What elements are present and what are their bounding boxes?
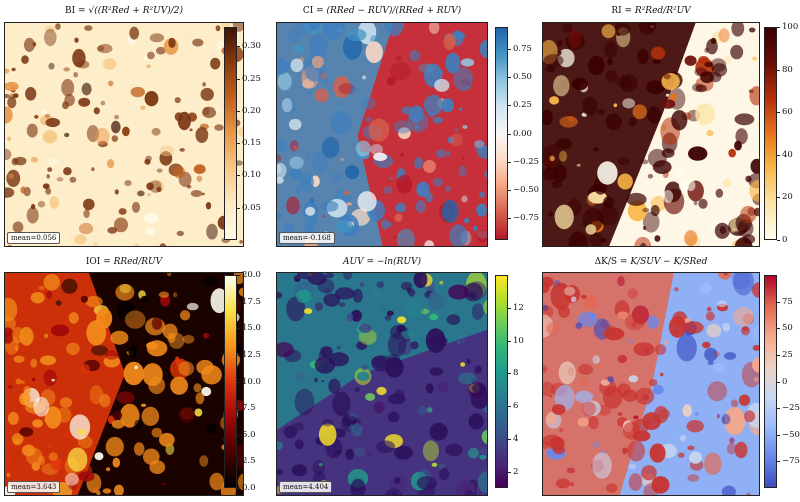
auv-colorbar-tick: 2	[507, 466, 519, 477]
ri-colorbar-tick: 40	[777, 149, 793, 160]
dks-colorbar-tick: −25	[777, 403, 800, 414]
ci-title-formula: (RRed − RUV)/(RRed + RUV)	[326, 6, 462, 16]
auv-colorbar-tick: 4	[507, 433, 519, 444]
ioi-mean-badge: mean=3.643	[7, 481, 61, 493]
ri-title-formula: R²Red/R²UV	[634, 6, 691, 16]
ioi-map: mean=3.643	[4, 272, 244, 496]
dks-title-formula: K/SUV − K/SRed	[630, 257, 708, 267]
ri-colorbar-tick: 0	[776, 235, 788, 245]
auv-colorbar-tick: 12	[508, 302, 524, 313]
ri-map-image	[543, 23, 759, 246]
auv-title: AUV = −ln(RUV)	[276, 254, 488, 270]
bi-colorbar-tick: 0.20	[237, 105, 261, 116]
ioi-title-formula: RRed/RUV	[113, 257, 163, 267]
ci-colorbar	[495, 27, 508, 240]
ioi-colorbar-tick: 20.0	[237, 270, 261, 280]
ci-colorbar-tick: −0.75	[507, 212, 540, 223]
ci-title-main: CI =	[302, 6, 327, 16]
dks-colorbar	[764, 275, 777, 488]
dks-colorbar-tick: −75	[777, 456, 800, 467]
ci-title: CI = (RRed − RUV)/(RRed + RUV)	[276, 3, 488, 19]
ci-mean-badge: mean=-0.168	[279, 232, 335, 244]
ioi-colorbar-tick: 10.0	[237, 376, 261, 387]
ri-colorbar-tick: 80	[777, 64, 793, 75]
auv-map: mean=4.404	[276, 272, 488, 496]
bi-colorbar-tick: 0.25	[237, 73, 261, 84]
dks-title-main: ΔK/S =	[594, 257, 631, 267]
ioi-colorbar-tick: 5.0	[237, 429, 256, 440]
ri-title-main: RI =	[611, 6, 635, 16]
ci-colorbar-tick: 0.75	[508, 44, 532, 55]
auv-colorbar	[495, 275, 508, 488]
ci-colorbar-tick: −0.25	[507, 156, 540, 167]
dks-colorbar-tick: −50	[777, 429, 800, 440]
dks-colorbar-tick: 25	[777, 349, 793, 360]
ri-map	[542, 22, 760, 247]
bi-title: BI = √((R²Red + R²UV)/2)	[4, 3, 244, 19]
auv-colorbar-tick: 8	[507, 368, 519, 379]
ioi-colorbar-tick: 12.5	[237, 349, 261, 360]
ioi-title: IOI = RRed/RUV	[4, 254, 244, 270]
bi-colorbar-tick: 0.15	[237, 138, 261, 149]
ri-colorbar-tick: 20	[777, 192, 793, 203]
ioi-colorbar-tick: 17.5	[237, 296, 261, 307]
ci-map-image	[277, 23, 487, 246]
ioi-map-image	[5, 273, 243, 495]
bi-colorbar-tick: 0.10	[237, 170, 261, 181]
bi-colorbar-tick: 0.05	[237, 202, 261, 213]
ri-colorbar	[764, 27, 777, 240]
ioi-colorbar	[224, 275, 237, 488]
ci-colorbar-tick: 0.00	[508, 128, 532, 139]
ci-map: mean=-0.168	[276, 22, 488, 247]
auv-mean-badge: mean=4.404	[279, 481, 333, 493]
ri-title: RI = R²Red/R²UV	[542, 3, 760, 19]
auv-colorbar-tick: 6	[507, 401, 519, 412]
ioi-title-main: IOI =	[85, 257, 114, 267]
bi-map: mean=0.056	[4, 22, 244, 247]
ci-colorbar-tick: 0.25	[508, 100, 532, 111]
ri-colorbar-tick: 60	[777, 107, 793, 118]
bi-title-main: BI =	[65, 6, 89, 16]
dks-colorbar-tick: 75	[777, 296, 793, 307]
bi-colorbar-tick: 0.30	[237, 41, 261, 52]
ci-colorbar-tick: 0.50	[508, 72, 532, 83]
bi-map-image	[5, 23, 243, 246]
bi-title-formula: √((R²Red + R²UV)/2)	[88, 6, 183, 16]
ri-colorbar-tick: 100	[776, 22, 799, 32]
ci-colorbar-tick: −0.50	[507, 184, 540, 195]
bi-colorbar	[224, 27, 237, 240]
dks-map	[542, 272, 760, 496]
ioi-colorbar-tick: 7.5	[237, 403, 256, 414]
dks-title: ΔK/S = K/SUV − K/SRed	[542, 254, 760, 270]
dks-colorbar-tick: 0	[776, 376, 788, 387]
bi-mean-badge: mean=0.056	[7, 232, 61, 244]
ioi-colorbar-tick: 2.5	[237, 456, 256, 467]
ioi-colorbar-tick: 15.0	[237, 323, 261, 334]
dks-colorbar-tick: 50	[777, 323, 793, 334]
dks-map-image	[543, 273, 759, 495]
ioi-colorbar-tick: 0.0	[237, 483, 256, 493]
auv-title-formula: AUV = −ln(RUV)	[343, 257, 421, 267]
auv-map-image	[277, 273, 487, 495]
auv-colorbar-tick: 10	[508, 335, 524, 346]
